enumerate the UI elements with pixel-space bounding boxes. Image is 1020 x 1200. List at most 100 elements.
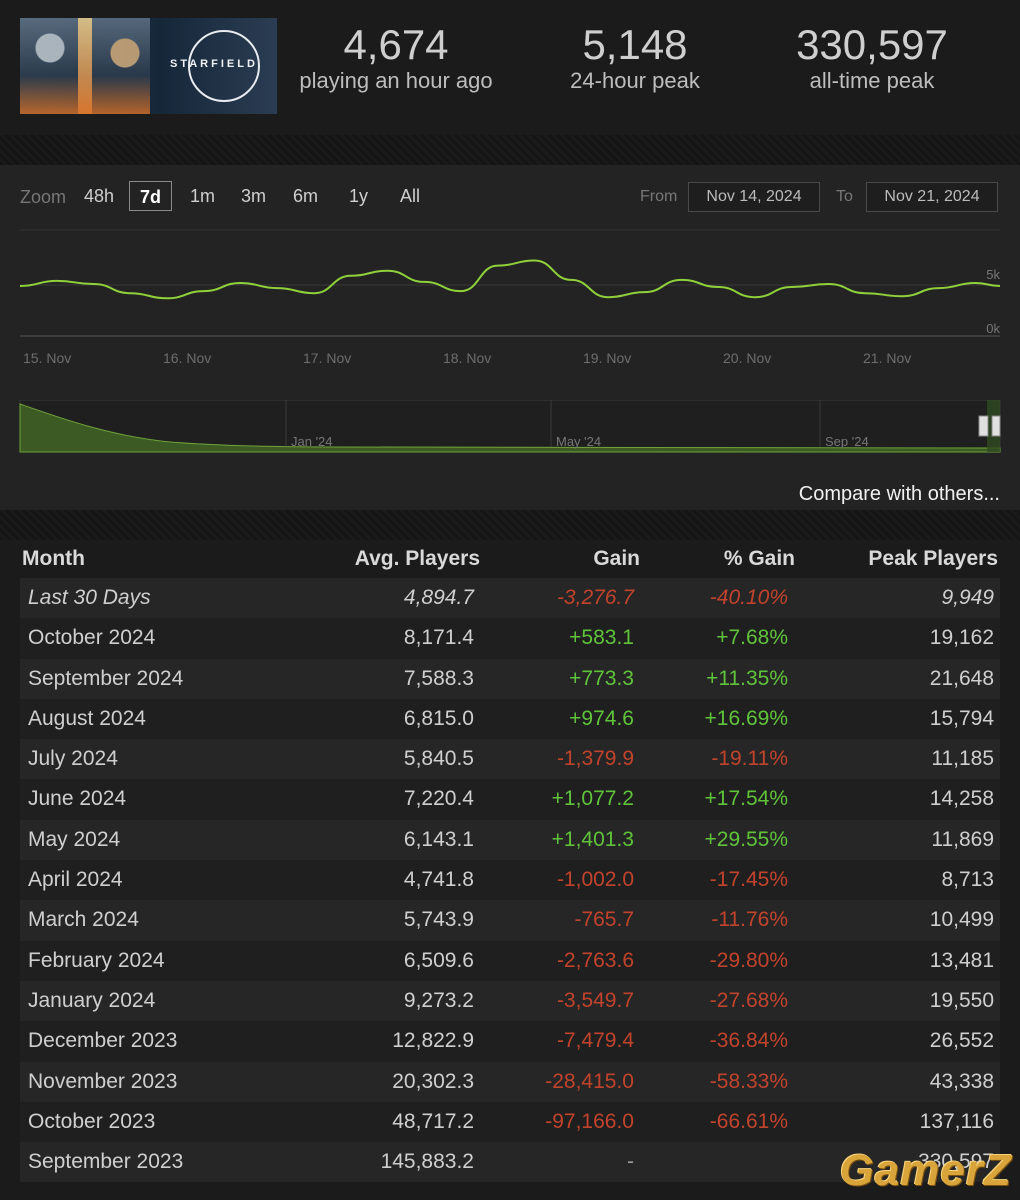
table-row: March 2024 5,743.9 -765.7 -11.76% 10,499 [20, 900, 1000, 941]
header: STARFIELD 4,674 playing an hour ago 5,14… [0, 0, 1020, 135]
x-tick-label: 21. Nov [863, 350, 911, 366]
cell-peak-players: 330,597 [918, 1150, 994, 1174]
table-row: June 2024 7,220.4 +1,077.2 +17.54% 14,258 [20, 779, 1000, 820]
y-tick-label: 0k [986, 321, 1000, 336]
zoom-all-button[interactable]: All [400, 186, 421, 206]
zoom-48h-button[interactable]: 48h [84, 186, 115, 206]
col-avg-players[interactable]: Avg. Players [354, 547, 480, 570]
to-label: To [836, 188, 853, 205]
navigator-range-chart[interactable]: Jan '24 May '24 Sep '24 [0, 400, 1020, 455]
col-month[interactable]: Month [22, 547, 85, 570]
cell-avg-players: 12,822.9 [392, 1029, 474, 1053]
cell-pct-gain: +29.55% [704, 827, 789, 851]
cell-avg-players: 20,302.3 [392, 1069, 474, 1093]
cell-avg-players: 48,717.2 [392, 1109, 474, 1133]
cell-avg-players: 145,883.2 [380, 1150, 474, 1174]
monthly-stats-table: Month Avg. Players Gain % Gain Peak Play… [20, 540, 1000, 1183]
zoom-3m-button[interactable]: 3m [241, 186, 267, 206]
player-count-line-chart[interactable]: 5k 0k 15. Nov 16. Nov 17. Nov 18. Nov 19. No… [0, 225, 1020, 375]
cell-month: May 2024 [28, 827, 121, 851]
table-row: July 2024 5,840.5 -1,379.9 -19.11% 11,185 [20, 739, 1000, 780]
cell-peak-players: 11,185 [931, 747, 994, 771]
divider-band [0, 510, 1020, 540]
watermark-logo: GamerZ [839, 1146, 1012, 1195]
cell-gain: -2,763.6 [556, 948, 634, 972]
cell-month: April 2024 [28, 868, 123, 892]
cell-avg-players: 7,588.3 [403, 666, 474, 690]
table-row: December 2023 12,822.9 -7,479.4 -36.84% 26,5… [20, 1021, 1000, 1062]
divider-band [0, 135, 1020, 165]
stat-value: 5,148 [582, 21, 688, 68]
cell-gain: - [627, 1150, 634, 1174]
cell-month: January 2024 [28, 988, 156, 1012]
cell-gain: -1,002.0 [556, 868, 634, 892]
nav-tick-label: May '24 [556, 434, 601, 449]
navigator-handle-left [978, 415, 989, 437]
cell-pct-gain: -40.10% [709, 586, 788, 609]
cell-pct-gain: +11.35% [706, 666, 788, 690]
cell-gain: -3,276.7 [556, 586, 634, 609]
cell-pct-gain: -17.45% [709, 868, 788, 892]
x-tick-label: 17. Nov [303, 350, 351, 366]
table-row: April 2024 4,741.8 -1,002.0 -17.45% 8,713 [20, 860, 1000, 901]
cell-peak-players: 8,713 [941, 868, 994, 892]
table-row: August 2024 6,815.0 +974.6 +16.69% 15,794 [20, 698, 1000, 740]
cell-month: September 2023 [28, 1150, 184, 1174]
zoom-1y-button[interactable]: 1y [349, 186, 369, 206]
to-date-input[interactable]: Nov 21, 2024 [866, 182, 998, 212]
table-row: October 2023 48,717.2 -97,166.0 -66.61% 137,… [20, 1101, 1000, 1143]
zoom-6m-button[interactable]: 6m [293, 186, 319, 206]
stat-label: 24-hour peak [570, 68, 700, 93]
stat-label: playing an hour ago [299, 68, 493, 93]
cell-avg-players: 9,273.2 [403, 988, 474, 1012]
table-row: January 2024 9,273.2 -3,549.7 -27.68% 19,550 [20, 980, 1000, 1022]
cell-peak-players: 21,648 [929, 666, 994, 690]
navigator-area [19, 403, 1001, 453]
logo-ring [188, 30, 260, 102]
cell-peak-players: 11,869 [931, 827, 994, 851]
stat-value: 4,674 [343, 21, 449, 68]
cell-avg-players: 5,743.9 [403, 908, 474, 932]
col-peak-players[interactable]: Peak Players [868, 547, 998, 570]
cell-peak-players: 13,481 [929, 948, 994, 972]
table-row: September 2024 7,588.3 +773.3 +11.35% 21,648 [20, 658, 1000, 699]
cell-gain: -3,549.7 [556, 988, 634, 1012]
cell-pct-gain: -11.76% [711, 908, 788, 932]
cell-pct-gain: -58.33% [709, 1069, 788, 1093]
cell-gain: -765.7 [574, 908, 634, 932]
nav-tick-label: Sep '24 [825, 434, 869, 449]
table-row: October 2024 8,171.4 +583.1 +7.68% 19,162 [20, 618, 1000, 659]
series-line [19, 259, 1001, 300]
zoom-1m-button[interactable]: 1m [190, 186, 216, 206]
cell-avg-players: 7,220.4 [403, 787, 474, 811]
zoom-label: Zoom [20, 187, 67, 207]
from-label: From [640, 188, 678, 205]
col-pct-gain[interactable]: % Gain [723, 547, 795, 570]
x-tick-label: 16. Nov [163, 350, 211, 366]
cell-month: November 2023 [28, 1069, 178, 1093]
stat-current-players: 4,674 playing an hour ago [296, 22, 496, 94]
table-header: Month Avg. Players Gain % Gain Peak Play… [20, 540, 1000, 578]
table-body: Last 30 Days 4,894.7 -3,276.7 -40.10% 9,949 O… [20, 578, 1000, 1183]
cell-avg-players: 6,143.1 [403, 827, 474, 851]
cell-peak-players: 14,258 [929, 787, 994, 811]
cell-avg-players: 4,894.7 [403, 586, 474, 609]
cell-month: October 2024 [28, 626, 156, 650]
cell-peak-players: 10,499 [929, 908, 994, 932]
cell-month: August 2024 [28, 706, 146, 730]
from-date-input[interactable]: Nov 14, 2024 [688, 182, 820, 212]
cell-pct-gain: +7.68% [716, 626, 788, 650]
col-gain[interactable]: Gain [593, 547, 640, 570]
cell-gain: +1,401.3 [551, 827, 634, 851]
compare-with-others-link[interactable]: Compare with others... [798, 483, 1000, 505]
cell-avg-players: 8,171.4 [403, 626, 474, 650]
game-capsule-image[interactable]: STARFIELD [20, 18, 277, 114]
cell-gain: +583.1 [569, 626, 634, 650]
cell-avg-players: 6,815.0 [403, 706, 474, 730]
zoom-7d-button[interactable]: 7d [129, 181, 173, 211]
x-tick-label: 18. Nov [443, 350, 491, 366]
cell-month: December 2023 [28, 1029, 178, 1053]
cell-peak-players: 9,949 [941, 586, 994, 609]
cell-peak-players: 19,550 [929, 988, 994, 1012]
cell-month: Last 30 Days [28, 586, 151, 609]
